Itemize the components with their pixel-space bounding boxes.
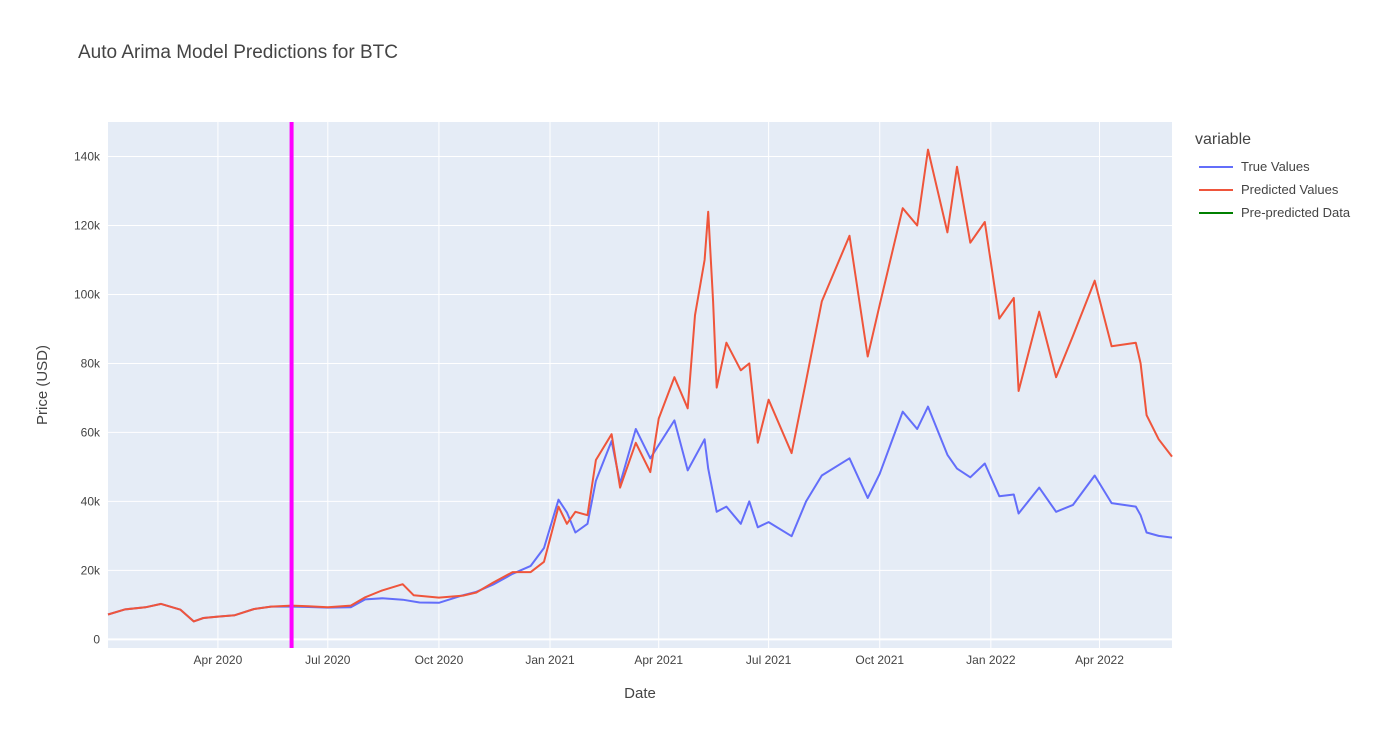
y-axis-title: Price (USD) [34,345,51,425]
series-layer [107,148,1173,623]
y-tick-label: 120k [74,218,101,232]
legend-label-predicted-values: Predicted Values [1241,182,1339,197]
x-tick-label: Jan 2022 [966,653,1016,667]
chart-title: Auto Arima Model Predictions for BTC [78,42,398,63]
x-tick-label: Apr 2020 [194,653,243,667]
x-tick-label: Jan 2021 [525,653,575,667]
y-tick-label: 40k [81,494,101,508]
series-line-predicted-values [107,148,1173,623]
y-tick-labels: 0 20k 40k 60k 80k 100k 120k 140k [74,149,101,646]
legend-item-true-values[interactable]: True Values [1195,155,1350,178]
legend-title: variable [1195,131,1252,148]
legend-swatch-true-values [1199,165,1233,168]
y-tick-label: 80k [81,356,101,370]
legend-label-true-values: True Values [1241,159,1310,174]
x-tick-label: Oct 2021 [855,653,904,667]
x-tick-label: Oct 2020 [415,653,464,667]
x-axis-title: Date [624,685,656,702]
legend-swatch-pre-predicted-data [1199,211,1233,214]
legend: variable True Values Predicted Values Pr… [1195,131,1350,224]
x-tick-label: Jul 2021 [746,653,792,667]
x-tick-label: Apr 2021 [634,653,683,667]
x-gridlines [217,122,1101,648]
x-tick-label: Apr 2022 [1075,653,1124,667]
y-tick-label: 20k [81,563,101,577]
y-tick-label: 140k [74,149,101,163]
x-tick-label: Jul 2020 [305,653,351,667]
y-tick-label: 60k [81,425,101,439]
legend-swatch-predicted-values [1199,188,1233,191]
legend-item-predicted-values[interactable]: Predicted Values [1195,178,1350,201]
x-tick-labels: Apr 2020 Jul 2020 Oct 2020 Jan 2021 Apr 2021… [194,653,1125,667]
y-tick-label: 100k [74,287,101,301]
legend-label-pre-predicted-data: Pre-predicted Data [1241,205,1351,220]
y-gridlines [108,155,1172,641]
y-tick-label: 0 [93,632,100,646]
plot-background [108,122,1172,648]
legend-item-pre-predicted-data[interactable]: Pre-predicted Data [1195,201,1350,224]
